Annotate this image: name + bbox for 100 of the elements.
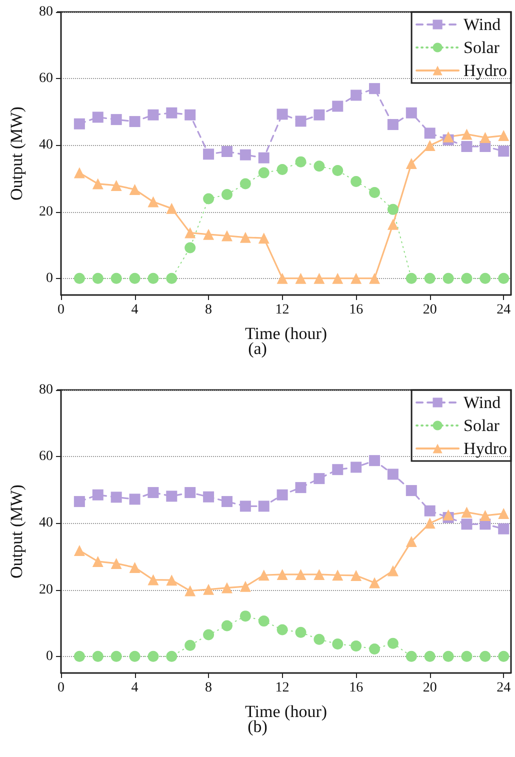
point: [258, 616, 270, 627]
point: [295, 626, 306, 638]
point: [424, 272, 436, 284]
legend-label: Wind: [464, 393, 502, 412]
point: [480, 272, 491, 284]
point: [350, 640, 362, 652]
point: [148, 272, 159, 284]
x-tick-label: 4: [131, 680, 138, 696]
y-tick-label: 60: [39, 449, 53, 464]
point: [350, 90, 362, 101]
point: [110, 650, 122, 662]
point: [498, 650, 510, 662]
legend-label: Hydro: [464, 61, 508, 80]
x-tick-label: 12: [275, 302, 290, 318]
point: [332, 100, 344, 112]
point: [148, 574, 159, 586]
y-tick-label: 20: [39, 582, 53, 598]
point: [240, 149, 251, 160]
point: [461, 128, 472, 140]
point: [240, 580, 251, 592]
point: [148, 487, 159, 498]
point: [110, 558, 122, 569]
point: [498, 146, 510, 157]
x-tick-label: 16: [349, 680, 364, 696]
point: [442, 650, 454, 662]
point: [240, 232, 251, 243]
point: [387, 204, 398, 215]
point: [406, 536, 417, 547]
point: [369, 272, 380, 284]
x-tick-label: 20: [422, 302, 437, 318]
point: [276, 624, 288, 636]
point: [276, 108, 288, 120]
point: [424, 505, 436, 516]
point: [276, 272, 288, 284]
point: [314, 634, 325, 645]
point: [258, 152, 270, 164]
point: [221, 188, 232, 200]
point: [92, 556, 104, 567]
point: [350, 570, 362, 581]
point: [461, 518, 472, 530]
point: [314, 272, 325, 284]
point: [406, 485, 417, 496]
point: [387, 119, 398, 130]
point: [203, 148, 214, 160]
point: [332, 164, 344, 176]
point: [92, 112, 104, 123]
point: [92, 650, 104, 662]
point: [498, 508, 510, 520]
legend-label: Solar: [464, 416, 500, 435]
point: [369, 186, 380, 198]
point: [129, 116, 140, 128]
point: [369, 455, 380, 466]
point: [480, 510, 491, 522]
point: [129, 272, 140, 284]
y-tick-label: 40: [39, 138, 53, 153]
point: [166, 490, 178, 502]
point: [92, 272, 104, 284]
point: [166, 107, 178, 118]
x-tick-label: 24: [496, 680, 511, 696]
point: [276, 489, 288, 500]
x-tick-label: 16: [349, 302, 364, 318]
point: [295, 482, 306, 494]
point: [221, 620, 232, 632]
y-tick-label: 80: [39, 4, 53, 20]
point: [276, 568, 288, 580]
point: [424, 128, 436, 139]
point: [129, 562, 140, 573]
point: [129, 650, 140, 662]
point: [369, 577, 380, 588]
point: [295, 568, 306, 580]
point: [110, 180, 122, 191]
point: [203, 629, 214, 640]
point: [258, 570, 270, 581]
point: [406, 158, 417, 169]
point: [74, 650, 85, 662]
x-tick-label: 24: [496, 302, 511, 318]
point: [332, 570, 344, 581]
x-tick-label: 4: [131, 302, 138, 318]
point: [332, 638, 344, 650]
point: [332, 272, 344, 284]
point: [387, 218, 398, 230]
point: [166, 574, 178, 586]
point: [74, 544, 85, 556]
point: [406, 650, 417, 662]
x-tick-label: 8: [205, 680, 212, 696]
point: [203, 491, 214, 502]
point: [498, 130, 510, 142]
y-tick-label: 0: [46, 270, 53, 286]
point: [406, 107, 417, 118]
point: [350, 462, 362, 473]
point: [369, 644, 380, 655]
point: [221, 230, 232, 242]
point: [276, 164, 288, 175]
point: [350, 176, 362, 187]
point: [148, 196, 159, 208]
point: [295, 116, 306, 127]
x-tick-label: 20: [422, 680, 437, 696]
point: [92, 489, 104, 500]
point: [295, 272, 306, 284]
point: [424, 140, 436, 152]
